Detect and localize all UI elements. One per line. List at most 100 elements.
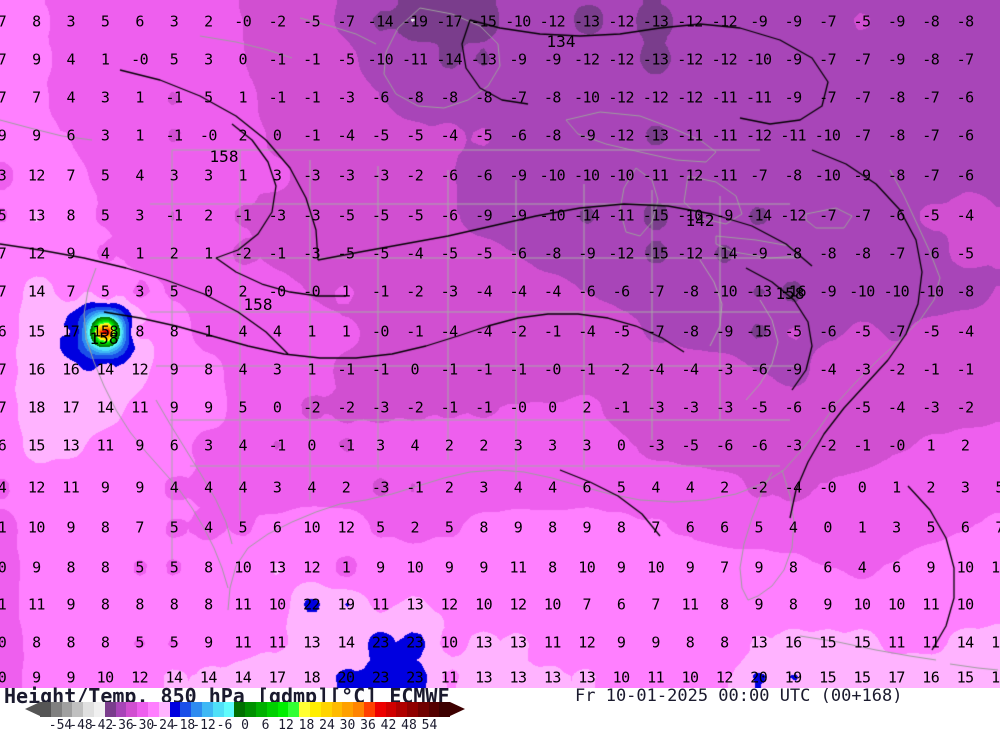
grid-value: 1 xyxy=(238,88,248,107)
grid-value: 5 xyxy=(169,50,179,69)
grid-value: -6 xyxy=(440,206,459,225)
grid-value: -6 xyxy=(784,398,803,417)
grid-value: 1 xyxy=(307,322,316,341)
grid-value: -11 xyxy=(780,126,806,145)
grid-value: -2 xyxy=(406,282,424,301)
grid-value: 5 xyxy=(0,206,7,225)
grid-value: 9 xyxy=(66,518,76,537)
grid-value: 9 xyxy=(754,595,764,614)
grid-value: 16 xyxy=(784,633,803,652)
grid-value: -3 xyxy=(303,206,321,225)
grid-value: 0 xyxy=(272,398,282,417)
grid-value: 5 xyxy=(169,633,179,652)
grid-value: 9 xyxy=(66,668,76,687)
grid-value: -8 xyxy=(922,50,940,69)
grid-value: 14 xyxy=(991,633,1000,652)
grid-value: 14 xyxy=(27,282,46,301)
grid-value: 2 xyxy=(169,244,179,263)
grid-value: -7 xyxy=(750,166,768,185)
grid-value: 4 xyxy=(238,322,248,341)
grid-value: -7 xyxy=(647,282,665,301)
grid-value: 2 xyxy=(582,398,592,417)
grid-value: 7 xyxy=(66,282,76,301)
grid-value: -8 xyxy=(887,88,906,107)
grid-value: -4 xyxy=(440,126,459,145)
grid-value: -15 xyxy=(746,322,772,341)
grid-value: -8 xyxy=(956,282,975,301)
grid-value: -7 xyxy=(887,322,906,341)
grid-value: 14 xyxy=(956,633,975,652)
grid-value: 3 xyxy=(135,282,144,301)
grid-value: -6 xyxy=(956,126,975,145)
grid-value: -5 xyxy=(750,398,768,417)
colorbar-tick: 6 xyxy=(261,718,270,733)
grid-value: 8 xyxy=(100,518,110,537)
grid-value: -6 xyxy=(612,282,631,301)
grid-value: 17 xyxy=(268,668,287,687)
grid-value: -6 xyxy=(819,398,837,417)
colorbar-swatch xyxy=(83,702,94,717)
grid-value: -1 xyxy=(612,398,631,417)
grid-value: 1 xyxy=(135,244,144,263)
grid-value: -8 xyxy=(784,166,803,185)
grid-value: 14 xyxy=(234,668,252,687)
grid-value: -9 xyxy=(509,206,527,225)
colorbar-swatch xyxy=(299,702,310,717)
grid-value: 8 xyxy=(100,595,110,614)
grid-value: -4 xyxy=(819,360,837,379)
grid-value: 18 xyxy=(27,398,46,417)
grid-value: -7 xyxy=(819,88,837,107)
grid-value: -5 xyxy=(681,436,699,455)
grid-value: -1 xyxy=(956,360,975,379)
colorbar-swatch xyxy=(309,702,321,717)
grid-value: 12 xyxy=(440,595,459,614)
grid-value: 12 xyxy=(715,668,734,687)
grid-value: -4 xyxy=(681,360,699,379)
grid-value: 9 xyxy=(754,558,764,577)
colorbar-swatch xyxy=(169,702,181,717)
contour-label: 158 xyxy=(775,284,805,303)
grid-value: 2 xyxy=(410,518,420,537)
grid-value: 3 xyxy=(548,436,557,455)
grid-value: -0 xyxy=(131,50,149,69)
grid-value: 9 xyxy=(135,436,144,455)
grid-value: -2 xyxy=(337,398,355,417)
grid-value: 8 xyxy=(788,595,798,614)
grid-value: 11 xyxy=(922,633,940,652)
grid-value: 5 xyxy=(238,398,248,417)
contour-label: 158 xyxy=(209,147,239,166)
colorbar-tick: 24 xyxy=(319,718,335,733)
grid-value: 3 xyxy=(100,126,110,145)
grid-value: -14 xyxy=(574,206,600,225)
colorbar-low-arrow-icon xyxy=(25,702,40,716)
grid-value: -10 xyxy=(849,282,875,301)
grid-value: 8 xyxy=(616,518,626,537)
grid-value: -5 xyxy=(371,206,390,225)
grid-value: -1 xyxy=(922,360,940,379)
grid-value: -3 xyxy=(647,436,665,455)
grid-value: -7 xyxy=(819,12,837,31)
grid-value: -3 xyxy=(715,398,734,417)
temperature-map[interactable]: 7 8 3 5 6 3 2 -0 -2 -5 -7 -14 -19 -17 -15 -10 -12 -13 -12-… xyxy=(0,0,1000,688)
grid-value: 3 xyxy=(135,206,144,225)
grid-value: -8 xyxy=(543,244,562,263)
colorbar-swatch xyxy=(342,702,354,717)
grid-value: 4 xyxy=(307,478,316,497)
grid-value: -14 xyxy=(711,244,738,263)
grid-value: 3 xyxy=(204,166,213,185)
grid-value: -6 xyxy=(578,282,596,301)
grid-value: -0 xyxy=(268,282,287,301)
grid-value: 5 xyxy=(169,282,179,301)
grid-value: -14 xyxy=(746,206,772,225)
grid-value: -1 xyxy=(268,244,287,263)
grid-value: -4 xyxy=(578,322,596,341)
grid-value: 8 xyxy=(204,360,213,379)
grid-value: 9 xyxy=(479,558,488,577)
grid-value: 14 xyxy=(96,360,115,379)
grid-value: 8 xyxy=(66,558,76,577)
grid-value: 13 xyxy=(750,633,768,652)
colorbar-tick: -42 xyxy=(89,718,114,733)
colorbar-swatch xyxy=(255,702,267,717)
grid-value: -5 xyxy=(337,50,355,69)
grid-value: -6 xyxy=(922,244,940,263)
